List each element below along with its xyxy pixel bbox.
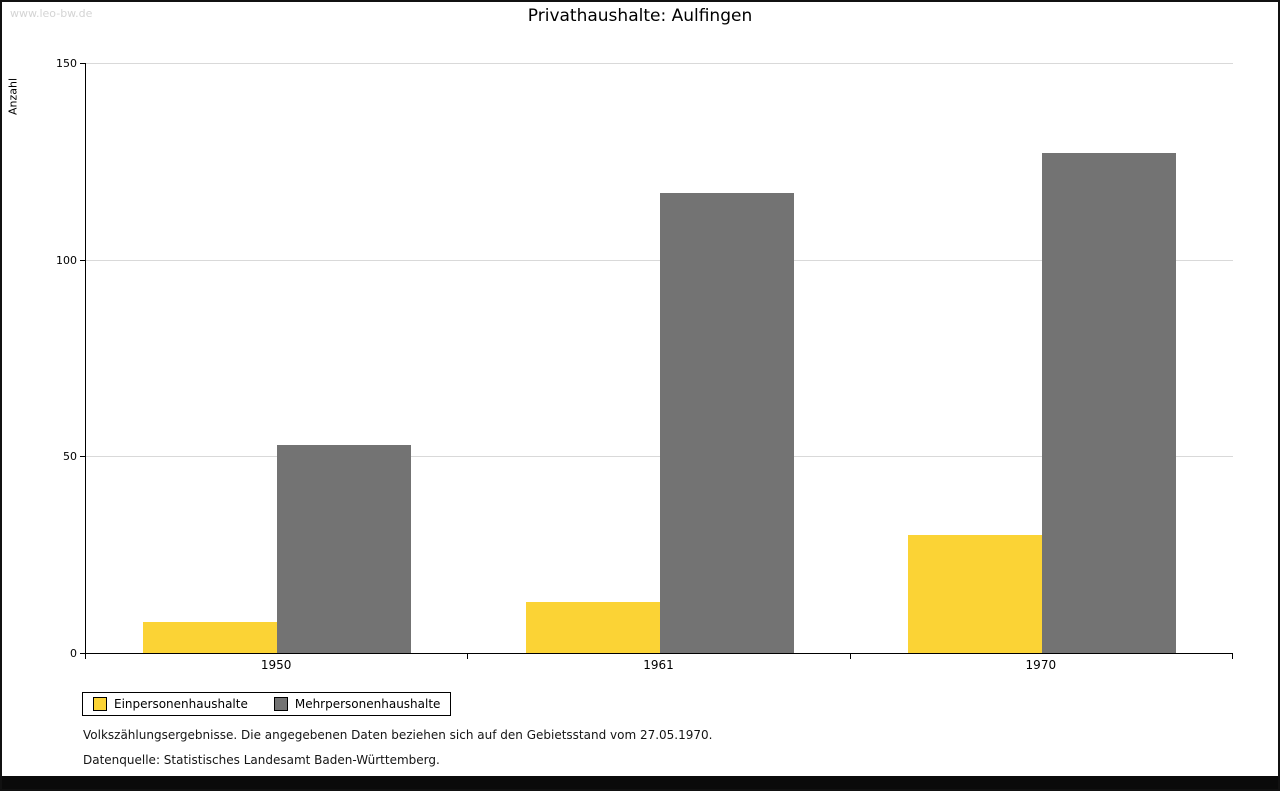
plot-area bbox=[85, 63, 1233, 654]
footnote-source-note: Volkszählungsergebnisse. Die angegebenen… bbox=[83, 728, 713, 742]
y-tick-mark-150 bbox=[80, 63, 85, 64]
y-tick-mark-100 bbox=[80, 259, 85, 261]
x-tick-mark-1 bbox=[467, 654, 469, 659]
bottom-border-band bbox=[2, 776, 1278, 789]
y-tick-label-0: 0 bbox=[70, 647, 77, 660]
x-tick-mark-2 bbox=[849, 654, 851, 659]
x-tick-mark-0 bbox=[85, 654, 86, 659]
bar-1961-einpersonenhaushalte bbox=[525, 602, 660, 653]
bar-1950-mehrpersonenhaushalte bbox=[277, 445, 412, 653]
legend-swatch-einpersonenhaushalte bbox=[93, 697, 107, 711]
y-tick-mark-0 bbox=[80, 653, 85, 654]
chart-title: Privathaushalte: Aulfingen bbox=[527, 6, 753, 26]
x-tick-mark-3 bbox=[1232, 654, 1233, 659]
y-tick-label-150: 150 bbox=[56, 57, 77, 70]
gridline-y-150 bbox=[86, 63, 1233, 64]
legend-box: Einpersonenhaushalte Mehrpersonenhaushalt… bbox=[82, 692, 452, 716]
footnote-data-source: Datenquelle: Statistisches Landesamt Bad… bbox=[83, 753, 440, 767]
x-tick-label-1950: 1950 bbox=[260, 658, 292, 672]
x-tick-label-1961: 1961 bbox=[643, 658, 674, 672]
legend-entry-mehrpersonenhaushalte: Mehrpersonenhaushalte bbox=[273, 697, 441, 711]
bar-1970-einpersonenhaushalte bbox=[907, 535, 1042, 653]
bar-1950-einpersonenhaushalte bbox=[143, 622, 278, 653]
legend-entry-einpersonenhaushalte: Einpersonenhaushalte bbox=[93, 697, 248, 711]
y-tick-label-100: 100 bbox=[56, 253, 77, 267]
legend-label-einpersonenhaushalte: Einpersonenhaushalte bbox=[114, 697, 248, 711]
x-tick-label-1970: 1970 bbox=[1025, 658, 1057, 672]
y-axis-label: Anzahl bbox=[6, 77, 20, 116]
y-tick-label-50: 50 bbox=[63, 450, 77, 464]
legend-label-mehrpersonenhaushalte: Mehrpersonenhaushalte bbox=[294, 697, 441, 711]
bar-1961-mehrpersonenhaushalte bbox=[659, 193, 794, 653]
watermark-text: www.leo-bw.de bbox=[10, 7, 93, 20]
bar-1970-mehrpersonenhaushalte bbox=[1041, 153, 1176, 653]
y-tick-mark-50 bbox=[80, 456, 85, 458]
legend-swatch-mehrpersonenhaushalte bbox=[273, 697, 288, 711]
